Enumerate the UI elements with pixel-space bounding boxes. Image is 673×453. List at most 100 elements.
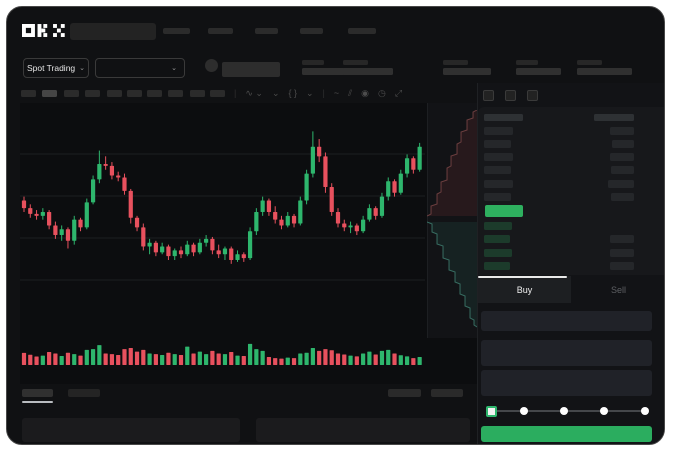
timeframe-button-6[interactable] xyxy=(127,90,142,97)
slider-stop-0pct[interactable] xyxy=(486,406,497,417)
ask-price-1[interactable] xyxy=(484,127,513,135)
nav-item-2[interactable] xyxy=(208,28,233,34)
timeframe-button-8[interactable] xyxy=(168,90,183,97)
slider-stop-50pct[interactable] xyxy=(560,406,568,415)
icon-lines xyxy=(512,93,514,99)
orderbook-combined-view-icon[interactable] xyxy=(483,90,494,101)
ticker-stat-1 xyxy=(302,60,362,76)
bid-price-3[interactable] xyxy=(484,249,512,257)
bottom-active-tab-indicator xyxy=(22,401,53,403)
timeframe-button-10[interactable] xyxy=(210,90,225,97)
slider-stop-75pct[interactable] xyxy=(600,406,608,415)
ask-amount-5 xyxy=(608,180,634,188)
ask-price-2[interactable] xyxy=(484,140,511,148)
candle-style-icon[interactable]: ∿ ⌄ xyxy=(245,88,263,98)
nav-item-1[interactable] xyxy=(163,28,190,34)
bottom-action-button-1[interactable] xyxy=(388,389,421,397)
market-type-selector[interactable]: Spot Trading ⌄ xyxy=(23,58,89,78)
fullscreen-icon[interactable]: ⤢ xyxy=(394,88,403,98)
ask-amount-4 xyxy=(611,166,634,174)
orderbook-sell-view-icon[interactable] xyxy=(527,90,538,101)
divider: | xyxy=(322,88,325,98)
indicators-icon[interactable]: { } xyxy=(288,88,297,98)
stat-value-placeholder xyxy=(302,68,347,75)
nav-item-4[interactable] xyxy=(300,28,323,34)
chevron-down-icon: ⌄ xyxy=(171,65,177,72)
stat-value-placeholder xyxy=(516,68,561,75)
chart-type-chevron-icon[interactable]: ⌄ xyxy=(271,88,280,98)
timeframe-button-1[interactable] xyxy=(21,90,36,97)
search-input[interactable] xyxy=(70,23,156,40)
bid-price-1[interactable] xyxy=(484,222,512,230)
bottom-panel-1 xyxy=(22,418,240,442)
slider-stop-25pct[interactable] xyxy=(520,406,528,415)
ticker-stat-3 xyxy=(443,60,503,76)
orderbook xyxy=(478,107,664,275)
stat-label-placeholder xyxy=(577,60,602,65)
compare-chevron-icon[interactable]: ⌄ xyxy=(306,88,314,98)
app-window: Spot Trading ⌄ ⌄ | ∿ ⌄ ⌄ { } ⌄ | ~ ⫽ ◉ ◷ ⤢ Buy Sel… xyxy=(6,6,665,445)
bid-amount-4 xyxy=(610,262,634,270)
divider: | xyxy=(234,88,237,98)
camera-icon[interactable]: ◉ xyxy=(361,88,370,98)
coin-icon xyxy=(205,59,218,72)
nav-item-5[interactable] xyxy=(348,28,376,34)
ticker-stat-2 xyxy=(343,60,403,76)
tab-buy[interactable]: Buy xyxy=(478,276,571,303)
ask-price-3[interactable] xyxy=(484,153,513,161)
ask-amount-2 xyxy=(612,140,634,148)
ask-price-6[interactable] xyxy=(484,193,511,201)
stat-label-placeholder xyxy=(443,60,468,65)
bid-amount-2 xyxy=(610,235,634,243)
bottom-tab-history[interactable] xyxy=(68,389,100,397)
bid-amount-3 xyxy=(610,249,634,257)
buy-button[interactable] xyxy=(481,426,652,442)
timeframe-button-2[interactable] xyxy=(42,90,57,97)
volume-chart xyxy=(21,343,422,365)
ask-amount-3 xyxy=(610,153,634,161)
timeframe-button-9[interactable] xyxy=(190,90,205,97)
stat-label-placeholder xyxy=(302,60,324,65)
bottom-tab-orders[interactable] xyxy=(22,389,53,397)
ask-price-5[interactable] xyxy=(484,180,513,188)
pair-dropdown[interactable]: ⌄ xyxy=(95,58,185,78)
ticker-stat-5 xyxy=(577,60,637,76)
history-icon[interactable]: ◷ xyxy=(378,88,386,98)
tab-sell-label: Sell xyxy=(610,284,626,295)
timeframe-button-7[interactable] xyxy=(147,90,162,97)
tab-sell[interactable]: Sell xyxy=(571,276,664,303)
depth-chart xyxy=(427,110,477,328)
stat-value-placeholder xyxy=(343,68,393,75)
chart-toolbar: | ∿ ⌄ ⌄ { } ⌄ | ~ ⫽ ◉ ◷ ⤢ xyxy=(234,87,402,99)
market-type-label: Spot Trading xyxy=(26,63,76,73)
nav-item-3[interactable] xyxy=(255,28,278,34)
chevron-down-icon: ⌄ xyxy=(79,65,86,72)
trendline-tool-icon[interactable]: ~ xyxy=(333,88,340,98)
orderbook-price-header xyxy=(484,114,523,121)
stat-label-placeholder xyxy=(516,60,538,65)
ask-price-4[interactable] xyxy=(484,166,511,174)
stat-label-placeholder xyxy=(343,60,368,65)
icon-left-column xyxy=(530,93,533,99)
drawing-tools-icon[interactable]: ⫽ xyxy=(348,88,353,98)
stat-value-placeholder xyxy=(577,68,632,75)
orderbook-buy-view-icon[interactable] xyxy=(505,90,516,101)
timeframe-button-4[interactable] xyxy=(85,90,100,97)
timeframe-button-3[interactable] xyxy=(64,90,79,97)
stat-value-placeholder xyxy=(443,68,491,75)
bottom-panel-2 xyxy=(256,418,470,442)
bottom-action-button-2[interactable] xyxy=(431,389,463,397)
bid-price-2[interactable] xyxy=(484,235,510,243)
bid-price-4[interactable] xyxy=(484,262,510,270)
total-input[interactable] xyxy=(481,370,652,396)
slider-stop-100pct[interactable] xyxy=(641,406,649,415)
orderbook-amount-header xyxy=(594,114,634,121)
okx-logo[interactable] xyxy=(22,24,66,37)
price-input[interactable] xyxy=(481,311,652,331)
icon-lines xyxy=(490,93,492,99)
active-tab-indicator xyxy=(478,276,567,278)
amount-input[interactable] xyxy=(481,340,652,366)
ticker-stat-4 xyxy=(516,60,576,76)
last-price-bar[interactable] xyxy=(485,205,523,217)
timeframe-button-5[interactable] xyxy=(107,90,122,97)
